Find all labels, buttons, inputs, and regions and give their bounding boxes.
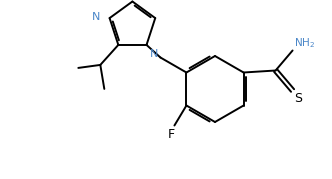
Text: N: N <box>92 12 101 22</box>
Text: N: N <box>149 49 158 59</box>
Text: F: F <box>168 127 175 141</box>
Text: S: S <box>294 91 302 105</box>
Text: NH$_2$: NH$_2$ <box>293 36 315 50</box>
